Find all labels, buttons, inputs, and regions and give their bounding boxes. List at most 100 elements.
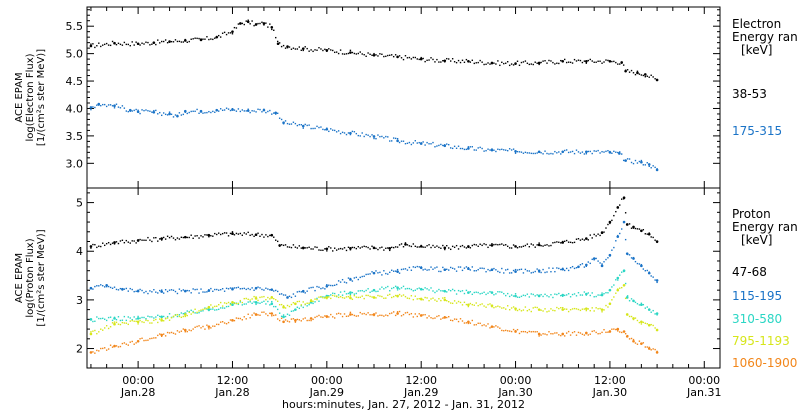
proton-trace-dot [119,323,122,326]
proton-trace-dot [164,317,167,320]
proton-trace-dot [159,315,161,318]
proton-trace-dot [465,247,468,249]
proton-trace-dot [363,290,365,293]
proton-trace-dot [278,293,281,295]
electron-trace-dot [394,137,397,140]
proton-ylabel-line: ACE EPAM [14,253,25,303]
proton-trace-dot [622,284,625,287]
electron-trace-dot [111,105,114,107]
electron-trace-dot [245,110,247,112]
proton-trace-dot [558,334,560,336]
proton-trace-dot [552,333,554,335]
electron-trace-dot [159,111,161,114]
proton-trace-dot [506,292,509,295]
proton-trace-dot [491,306,493,308]
proton-trace-dot [516,269,519,271]
proton-trace-dot [391,296,393,299]
proton-data-point [396,312,399,315]
proton-trace-dot [583,266,586,268]
proton-trace-dot [440,290,442,292]
proton-trace-dot [597,333,599,335]
proton-trace-dot [400,268,403,271]
proton-trace-dot [540,244,542,247]
proton-trace-dot [448,300,450,303]
electron-trace-dot [440,61,442,63]
electron-trace-dot [353,52,356,55]
proton-trace-dot [617,330,619,332]
proton-trace-dot [499,291,501,293]
electron-trace-dot [530,63,532,65]
electron-trace-dot [263,24,265,26]
proton-trace-dot [473,270,475,272]
proton-trace-dot [178,331,181,333]
proton-trace-dot [628,315,631,318]
proton-data-point [443,246,447,250]
electron-trace-dot [463,148,466,151]
proton-trace-dot [349,311,352,314]
proton-trace-dot [129,242,131,244]
proton-trace-dot [322,287,324,289]
proton-trace-dot [115,288,118,291]
electron-trace-dot [463,61,466,64]
proton-trace-dot [282,314,285,316]
electron-trace-dot [654,166,656,169]
electron-trace-dot [194,110,196,113]
electron-trace-dot [473,62,475,65]
proton-trace-dot [225,287,228,290]
proton-trace-dot [166,235,169,237]
proton-trace-dot [257,232,259,234]
electron-trace-dot [558,151,560,153]
proton-trace-dot [471,244,474,247]
proton-trace-dot [182,313,185,315]
electron-trace-dot [339,49,342,51]
proton-trace-dot [579,332,582,334]
electron-trace-dot [127,110,129,113]
proton-trace-dot [261,233,263,236]
proton-trace-dot [438,288,440,291]
electron-trace-dot [432,58,434,61]
electron-trace-dot [225,33,228,36]
electron-trace-dot [192,38,194,40]
proton-trace-dot [446,268,448,271]
proton-trace-dot [491,291,493,294]
proton-trace-dot [259,302,261,305]
proton-trace-dot [111,346,114,348]
proton-trace-dot [632,227,635,229]
proton-trace-dot [375,270,377,272]
proton-trace-dot [164,238,167,240]
proton-trace-dot [654,279,656,281]
proton-trace-dot [495,243,497,246]
electron-trace-dot [170,40,173,43]
proton-trace-dot [560,268,562,271]
electron-trace-dot [389,54,391,56]
proton-trace-dot [530,272,532,274]
proton-trace-dot [119,240,122,242]
proton-trace-dot [249,317,251,319]
proton-trace-dot [267,288,269,290]
proton-trace-dot [587,308,589,310]
proton-trace-dot [483,267,485,270]
proton-trace-dot [636,343,639,345]
proton-trace-dot [493,326,495,328]
proton-trace-dot [96,285,98,287]
electron-trace-dot [485,63,487,65]
proton-trace-dot [316,246,318,249]
proton-trace-dot [428,244,430,246]
proton-trace-dot [449,248,452,251]
proton-data-point [254,301,258,304]
proton-trace-dot [528,246,531,248]
proton-trace-dot [587,292,589,294]
proton-trace-dot [105,325,108,327]
proton-trace-dot [640,263,643,266]
proton-trace-dot [487,268,489,271]
proton-trace-dot [180,316,183,319]
proton-trace-dot [632,338,635,341]
electron-trace-dot [567,151,570,154]
proton-trace-dot [135,318,137,320]
proton-data-point [585,263,588,267]
electron-trace-dot [363,135,365,138]
proton-trace-dot [214,288,216,291]
proton-trace-dot [170,289,173,291]
proton-trace-dot [534,246,536,248]
